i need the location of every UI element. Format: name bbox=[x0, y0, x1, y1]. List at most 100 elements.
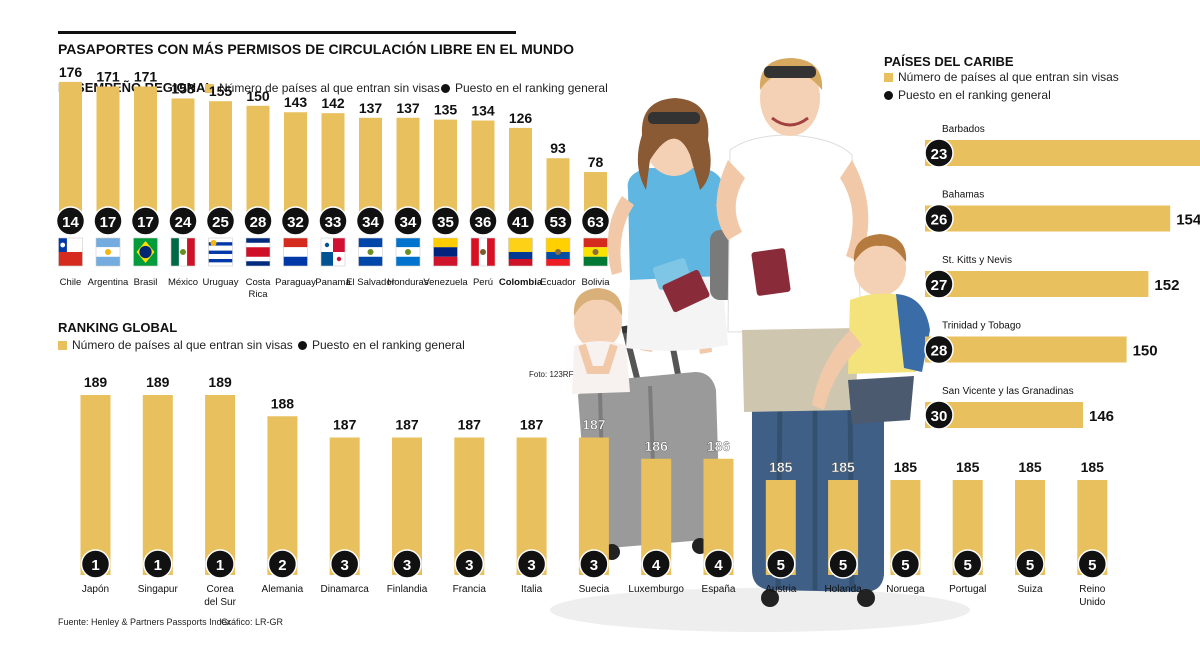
global-rank-dinamarca: 3 bbox=[341, 557, 349, 574]
flag-stripe bbox=[396, 256, 420, 266]
regional-rank-venezuela: 35 bbox=[437, 214, 454, 231]
global-rank-espana: 4 bbox=[714, 557, 723, 574]
regional-value-colombia: 126 bbox=[509, 110, 533, 126]
global-value-finlandia: 187 bbox=[395, 417, 419, 433]
flag-stripe bbox=[246, 247, 270, 257]
global-value-holanda: 185 bbox=[831, 459, 855, 475]
caribe-value-bahamas: 154 bbox=[1176, 212, 1200, 229]
regional-rank-dot-chile bbox=[55, 206, 86, 236]
graphic-credit: Gráfico: LR-GR bbox=[221, 617, 284, 627]
regional-rank-panama: 33 bbox=[325, 214, 342, 231]
global-rank-dot-japon bbox=[80, 549, 111, 579]
global-label-austria: Austria bbox=[765, 584, 797, 595]
flag-stripe bbox=[508, 252, 533, 259]
caribe-rank-dot-st-kitts-y-nevis bbox=[924, 269, 954, 299]
global-value-austria: 185 bbox=[769, 459, 793, 475]
regional-label-ecuador: Ecuador bbox=[540, 277, 575, 288]
regional-rank-honduras: 34 bbox=[400, 214, 417, 231]
global-value-reino-unido: 185 bbox=[1081, 459, 1105, 475]
flag-peru-icon bbox=[470, 237, 496, 267]
flag-border bbox=[433, 237, 458, 267]
regional-rank-chile: 14 bbox=[62, 214, 79, 231]
legend-rank-label: Puesto en el ranking general bbox=[898, 88, 1051, 102]
regional-label-venezuela: Venezuela bbox=[423, 277, 468, 288]
regional-rank-dot-paraguay bbox=[280, 206, 311, 236]
regional-label-el-salvador: El Salvador bbox=[346, 277, 395, 288]
regional-value-brasil: 171 bbox=[134, 68, 158, 84]
flag-border bbox=[133, 237, 158, 267]
global-value-singapur: 189 bbox=[146, 374, 170, 390]
global-rank-dot-austria bbox=[766, 549, 796, 579]
regional-rank-dot-bolivia bbox=[580, 206, 611, 236]
global-rank-dot-corea-del-sur bbox=[205, 549, 235, 579]
caribe-legend-visas: Número de países al que entran sin visas bbox=[884, 70, 1119, 84]
global-rank-portugal: 5 bbox=[964, 557, 972, 574]
caribe-rank-dot-san-vicente-y-las-granadinas bbox=[924, 400, 954, 430]
regional-rank-paraguay: 32 bbox=[287, 214, 304, 231]
global-label-francia: Francia bbox=[453, 584, 487, 595]
global-legend-rank: Puesto en el ranking general bbox=[298, 338, 465, 352]
global-label-luxemburgo: Luxemburgo bbox=[628, 584, 684, 595]
regional-value-peru: 134 bbox=[471, 103, 495, 119]
regional-label-peru: Perú bbox=[473, 277, 493, 288]
regional-value-el-salvador: 137 bbox=[359, 100, 383, 116]
global-rank-corea-del-sur: 1 bbox=[216, 557, 224, 574]
flag-stripe bbox=[208, 250, 233, 254]
flag-border bbox=[283, 237, 308, 267]
legend-swatch-bar bbox=[205, 83, 214, 93]
flag-border bbox=[545, 237, 571, 267]
regional-rank-dot-peru bbox=[468, 206, 498, 236]
caribe-rank-barbados: 23 bbox=[931, 146, 948, 163]
regional-bar-brasil bbox=[134, 86, 157, 215]
regional-rank-dot-mexico bbox=[168, 206, 198, 236]
global-rank-dot-espana bbox=[703, 549, 734, 579]
caribe-bar-st-kitts-y-nevis bbox=[925, 271, 1149, 297]
global-rank-holanda: 5 bbox=[839, 557, 847, 574]
regional-bar-panama bbox=[321, 113, 345, 215]
caribe-rank-dot-trinidad-y-tobago bbox=[924, 334, 954, 365]
global-rank-italia: 3 bbox=[527, 557, 535, 574]
flag-stripe bbox=[283, 256, 308, 266]
regional-bar-costa-rica bbox=[246, 105, 270, 215]
global-rank-luxemburgo: 4 bbox=[652, 557, 661, 574]
global-value-francia: 187 bbox=[458, 417, 482, 433]
global-rank-noruega: 5 bbox=[901, 557, 909, 574]
global-label-corea-del-sur: del Sur bbox=[204, 597, 236, 608]
regional-rank-dot-colombia bbox=[505, 206, 536, 236]
flag-ecuador-icon bbox=[545, 237, 571, 267]
girl-illustration bbox=[572, 288, 630, 394]
global-label-singapur: Singapur bbox=[138, 584, 179, 595]
flag-sun bbox=[210, 240, 217, 246]
legend-swatch-dot bbox=[884, 90, 893, 100]
global-value-suiza: 185 bbox=[1018, 459, 1042, 475]
flag-stripe bbox=[433, 238, 458, 248]
global-rank-finlandia: 3 bbox=[403, 557, 411, 574]
caribe-rank-dot-barbados bbox=[924, 138, 954, 168]
regional-bar-argentina bbox=[96, 86, 120, 215]
flag-mexico-icon bbox=[170, 237, 196, 267]
flag-el-salvador-icon bbox=[358, 237, 383, 267]
flag-border bbox=[320, 237, 346, 267]
regional-value-mexico: 158 bbox=[171, 80, 195, 96]
source-note: Fuente: Henley & Partners Passports Inde… bbox=[58, 617, 232, 627]
regional-bar-mexico bbox=[171, 98, 195, 215]
regional-value-argentina: 171 bbox=[96, 68, 120, 84]
regional-bar-peru bbox=[471, 120, 495, 215]
global-rank-dot-luxemburgo bbox=[641, 549, 671, 579]
caribe-value-san-vicente-y-las-granadinas: 146 bbox=[1089, 408, 1114, 425]
global-bar-alemania bbox=[267, 416, 298, 575]
caribe-rank-bahamas: 26 bbox=[931, 212, 948, 229]
flag-border bbox=[508, 237, 533, 267]
global-rank-dot-singapur bbox=[143, 549, 173, 579]
global-title: RANKING GLOBAL bbox=[58, 320, 178, 335]
regional-label-colombia: Colombia bbox=[499, 277, 543, 288]
legend-swatch-dot bbox=[441, 83, 450, 93]
regional-label-paraguay: Paraguay bbox=[275, 277, 316, 288]
regional-rank-dot-venezuela bbox=[430, 206, 461, 236]
regional-value-costa-rica: 150 bbox=[246, 88, 270, 104]
flag-stripe bbox=[583, 238, 608, 248]
global-label-dinamarca: Dinamarca bbox=[321, 584, 370, 595]
global-label-portugal: Portugal bbox=[949, 584, 986, 595]
flag-emblem bbox=[592, 249, 599, 255]
regional-rank-dot-uruguay bbox=[205, 206, 236, 236]
